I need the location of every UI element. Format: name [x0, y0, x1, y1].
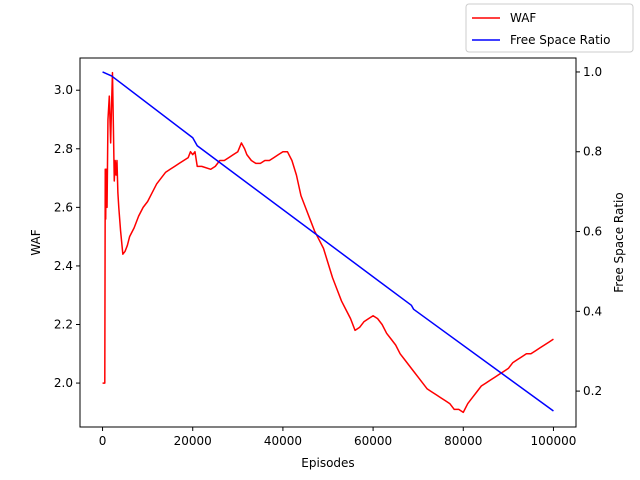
x-tick-label: 20000 [174, 434, 212, 448]
y-axis-left: 2.0 2.2 2.4 2.6 2.8 3.0 [54, 83, 80, 390]
y-tick-label: 2.4 [54, 259, 73, 273]
legend-label-free-space-ratio: Free Space Ratio [510, 33, 610, 47]
y2-tick-label: 0.2 [583, 384, 602, 398]
y-tick-label: 3.0 [54, 83, 73, 97]
series-layer [102, 71, 554, 414]
y-axis-title: WAF [29, 229, 43, 255]
x-tick-label: 40000 [264, 434, 302, 448]
y2-tick-label: 0.4 [583, 304, 602, 318]
x-tick-label: 100000 [531, 434, 577, 448]
x-tick-label: 80000 [444, 434, 482, 448]
y-axis-right: 0.2 0.4 0.6 0.8 1.0 [576, 65, 602, 398]
legend: WAF Free Space Ratio [465, 3, 634, 53]
series-line-free-space-ratio [102, 71, 554, 412]
legend-box [465, 3, 634, 53]
y-tick-label: 2.2 [54, 318, 73, 332]
y2-tick-label: 0.6 [583, 225, 602, 239]
y-tick-label: 2.0 [54, 376, 73, 390]
legend-label-waf: WAF [510, 11, 536, 25]
y2-tick-label: 0.8 [583, 145, 602, 159]
y-tick-label: 2.8 [54, 142, 73, 156]
plot-frame [79, 57, 577, 428]
x-axis: 0 20000 40000 60000 80000 100000 [99, 427, 577, 448]
y2-axis-title: Free Space Ratio [612, 192, 626, 292]
x-axis-title: Episodes [301, 456, 354, 470]
y2-tick-label: 1.0 [583, 65, 602, 79]
y-tick-label: 2.6 [54, 200, 73, 214]
x-tick-label: 0 [99, 434, 107, 448]
x-tick-label: 60000 [354, 434, 392, 448]
series-line-waf [102, 71, 554, 414]
